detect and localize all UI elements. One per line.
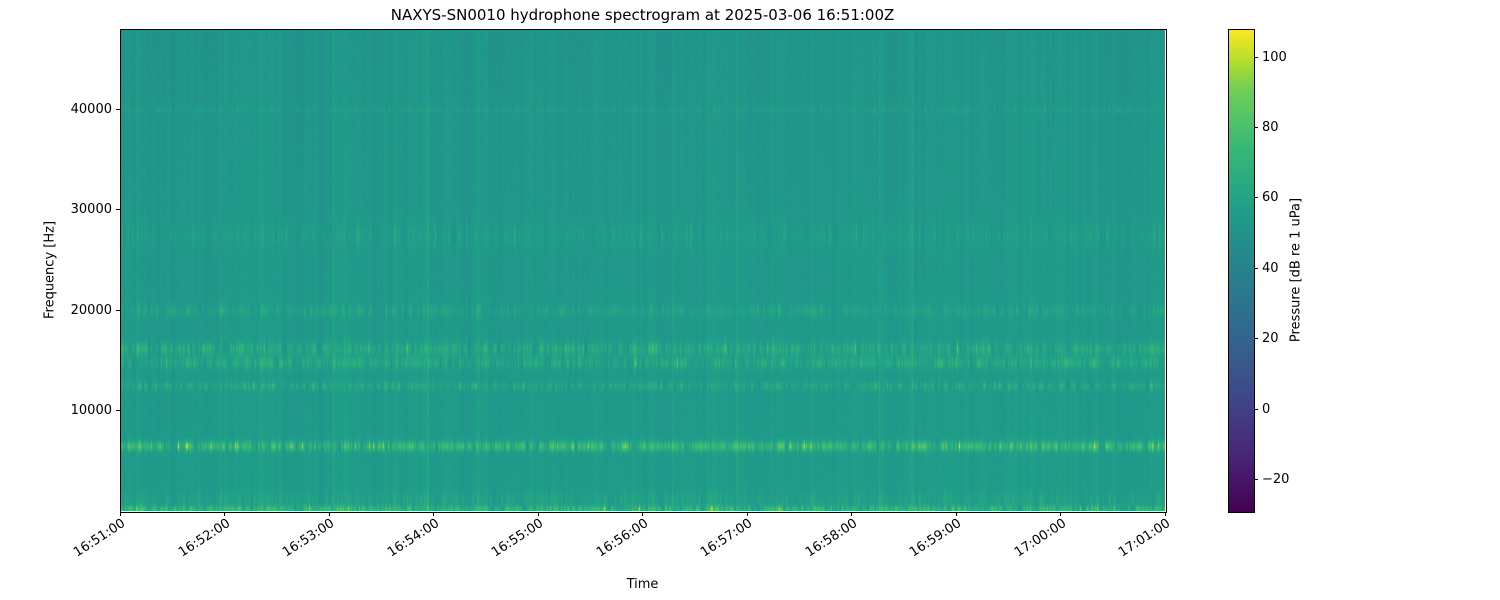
x-tick-mark (328, 512, 330, 516)
colorbar-tick-label: −20 (1262, 471, 1290, 487)
x-tick-mark (851, 512, 852, 516)
x-tick-mark (746, 512, 748, 516)
y-tick-label: 10000 (70, 403, 112, 419)
y-tick-mark (116, 410, 120, 412)
colorbar-tick-mark (1254, 338, 1258, 340)
colorbar-tick-mark (1254, 267, 1258, 269)
x-tick-mark (955, 512, 957, 516)
colorbar-tick-mark (1254, 56, 1258, 58)
y-tick-mark (116, 209, 120, 211)
spectrogram-heatmap (120, 29, 1165, 511)
x-tick-mark (119, 512, 121, 516)
colorbar-tick-label: 60 (1262, 190, 1279, 206)
colorbar-tick-mark (1254, 197, 1258, 199)
colorbar-label: Pressure [dB re 1 uPa] (1288, 197, 1304, 343)
y-tick-mark (116, 108, 120, 110)
colorbar-tick-label: 40 (1262, 260, 1279, 276)
x-tick-mark (642, 512, 643, 516)
x-tick-mark (433, 512, 434, 516)
x-tick-mark (1060, 512, 1061, 516)
y-tick-mark (116, 309, 120, 311)
y-tick-label: 30000 (70, 202, 112, 218)
chart-title: NAXYS-SN0010 hydrophone spectrogram at 2… (390, 6, 895, 24)
colorbar-tick-mark (1254, 408, 1258, 410)
y-tick-label: 20000 (70, 302, 112, 318)
colorbar-tick-label: 20 (1262, 331, 1279, 347)
y-tick-label: 40000 (70, 101, 112, 117)
x-tick-label: 16:51:00 (71, 516, 129, 561)
colorbar-tick-mark (1254, 127, 1258, 128)
colorbar-tick-label: 80 (1262, 120, 1279, 135)
x-axis-label: Time (626, 577, 659, 592)
colorbar-tick-label: 0 (1262, 401, 1271, 417)
colorbar-tick-label: 100 (1262, 49, 1287, 65)
x-tick-mark (1164, 512, 1166, 516)
x-tick-mark (537, 512, 539, 516)
colorbar-gradient (1228, 29, 1255, 513)
x-tick-mark (224, 512, 225, 516)
colorbar-tick-mark (1254, 478, 1258, 480)
